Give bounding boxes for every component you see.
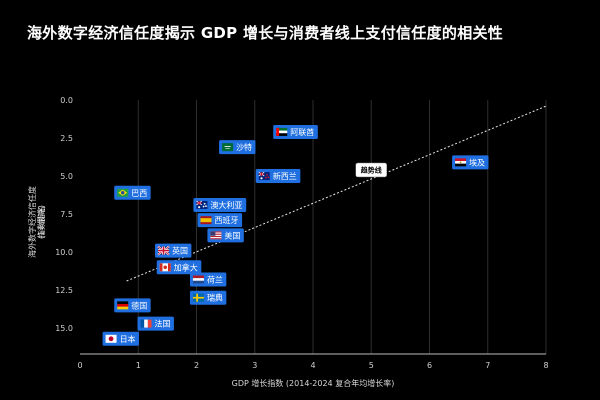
x-tick-label: 8 [543,361,548,370]
point-label: 法国 [155,319,171,329]
data-point: 新西兰 [255,169,301,184]
x-tick-label: 2 [194,361,199,370]
data-point: 法国 [137,316,174,331]
data-point: 巴西 [114,185,151,200]
point-label: 新西兰 [273,171,297,181]
x-tick-labels: 0 1 2 3 4 5 6 7 8 [77,361,548,370]
point-label: 英国 [172,246,188,256]
data-point: 荷兰 [189,272,227,287]
y-tick-label: 5.0 [60,172,73,181]
flag-icon [210,231,222,240]
data-point: 埃及 [452,155,489,170]
gridlines [137,100,547,354]
data-point: 加拿大 [156,260,202,275]
x-tick-label: 6 [427,361,432,370]
data-point: 瑞典 [189,290,227,305]
point-label: 荷兰 [207,274,223,284]
point-label: 阿联酋 [290,127,314,137]
trendline-annotation-box [355,162,387,178]
y-tick-label: 2.5 [60,134,73,143]
data-point: 阿联酋 [273,124,318,139]
flag-icon [192,293,204,302]
point-label: 德国 [131,300,147,310]
point-label: 埃及 [469,157,485,167]
flag-icon [192,275,204,284]
flag-icon [200,216,212,225]
data-point: 英国 [155,243,192,258]
point-label: 西班牙 [215,215,239,225]
flag-icon [276,127,288,136]
flag-icon [222,143,234,152]
data-point: 澳大利亚 [193,197,247,212]
data-point: 美国 [207,228,244,243]
y-tick-label: 15.0 [55,324,73,333]
y-tick-label: 10.0 [55,248,73,257]
point-label: 澳大利亚 [210,200,242,210]
x-tick-label: 5 [369,361,374,370]
y-tick-label: 12.5 [55,286,73,295]
point-label: 巴西 [131,189,147,198]
y-axis-label-line: 海外数字经济信任度 [27,186,37,258]
flag-icon [157,245,170,256]
x-tick-label: 3 [252,361,257,370]
point-label: 瑞典 [207,293,223,303]
chart-title: 海外数字经济信任度揭示 GDP 增长与消费者线上支付信任度的相关性 [27,24,504,42]
x-tick-label: 1 [136,361,141,370]
point-label: 沙特 [236,142,252,152]
data-point: 日本 [102,331,139,346]
y-tick-labels: 0.0 2.5 5.0 7.5 10.0 12.5 15.0 [55,96,73,333]
flag-icon [159,263,171,272]
flag-icon [105,334,117,343]
flag-icon [140,319,152,328]
flag-icon [196,200,208,209]
point-label: 日本 [120,334,136,344]
data-point: 德国 [114,298,151,313]
x-tick-label: 0 [77,361,82,370]
y-tick-label: 7.5 [60,210,73,219]
flag-icon [455,158,467,167]
flag-icon [258,171,270,181]
point-label: 加拿大 [174,262,198,272]
flag-icon [117,188,129,197]
data-point: 西班牙 [197,213,243,228]
x-axis-label: GDP 增长指数 (2014-2024 复合年均增长率) [232,378,395,388]
y-axis-label-line: (1=最高) [36,205,46,239]
data-point: 沙特 [219,140,256,155]
trendline-annotation-text: 趋势线 [360,165,382,174]
point-label: 美国 [224,230,240,240]
trendline-annotation: 趋势线 [355,162,387,178]
x-tick-label: 4 [310,361,315,370]
y-axis-label: 海外数字经济信任度指数排名(1=最高) [27,186,46,258]
x-tick-label: 7 [485,361,490,370]
y-tick-label: 0.0 [60,96,73,105]
y-axis-label-line: 指数排名 [36,206,46,238]
flag-icon [117,301,129,310]
